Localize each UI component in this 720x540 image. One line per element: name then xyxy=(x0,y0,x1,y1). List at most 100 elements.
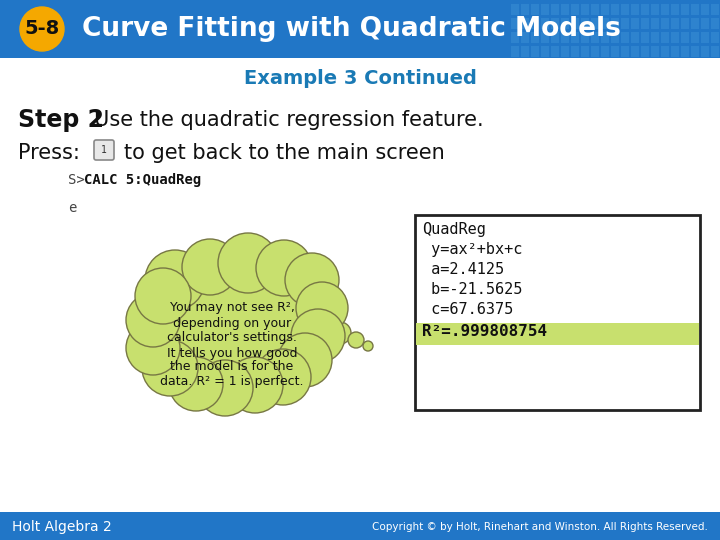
Bar xyxy=(691,18,699,29)
Circle shape xyxy=(142,340,198,396)
Bar xyxy=(611,46,619,57)
Bar xyxy=(691,46,699,57)
Bar xyxy=(631,18,639,29)
Bar xyxy=(631,46,639,57)
Circle shape xyxy=(20,7,64,51)
Circle shape xyxy=(278,333,332,387)
Circle shape xyxy=(135,268,191,324)
Text: Holt Algebra 2: Holt Algebra 2 xyxy=(12,520,112,534)
Circle shape xyxy=(363,341,373,351)
Bar xyxy=(551,32,559,43)
Bar xyxy=(531,4,539,15)
Circle shape xyxy=(291,309,345,363)
Bar xyxy=(701,18,709,29)
Text: calculator's settings.: calculator's settings. xyxy=(167,332,297,345)
Bar xyxy=(661,18,669,29)
Text: Step 2: Step 2 xyxy=(18,108,104,132)
Bar xyxy=(681,18,689,29)
Text: a=2.4125: a=2.4125 xyxy=(422,262,504,277)
Bar xyxy=(0,512,720,540)
Text: y=ax²+bx+c: y=ax²+bx+c xyxy=(422,242,523,257)
Text: You may not see R²,: You may not see R², xyxy=(170,301,294,314)
Circle shape xyxy=(182,239,238,295)
Bar xyxy=(621,46,629,57)
Text: Use the quadratic regression feature.: Use the quadratic regression feature. xyxy=(94,110,484,130)
Bar xyxy=(416,323,699,345)
Bar xyxy=(711,4,719,15)
Bar xyxy=(691,4,699,15)
Bar xyxy=(671,46,679,57)
Circle shape xyxy=(218,233,278,293)
Bar xyxy=(611,4,619,15)
Bar xyxy=(551,18,559,29)
Circle shape xyxy=(143,293,227,377)
Bar xyxy=(641,18,649,29)
Circle shape xyxy=(348,332,364,348)
Bar xyxy=(591,32,599,43)
Bar xyxy=(591,4,599,15)
Circle shape xyxy=(227,357,283,413)
Bar xyxy=(581,32,589,43)
Bar xyxy=(561,32,569,43)
Text: data. R² = 1 is perfect.: data. R² = 1 is perfect. xyxy=(161,375,304,388)
Bar xyxy=(581,18,589,29)
Bar xyxy=(415,215,700,410)
Bar xyxy=(591,18,599,29)
Bar xyxy=(661,32,669,43)
Bar xyxy=(601,46,609,57)
Bar xyxy=(661,46,669,57)
Bar xyxy=(581,4,589,15)
Bar xyxy=(711,32,719,43)
Bar xyxy=(551,4,559,15)
Bar xyxy=(541,18,549,29)
Circle shape xyxy=(329,322,351,344)
Circle shape xyxy=(169,357,223,411)
Text: 5-8: 5-8 xyxy=(24,19,60,38)
Bar xyxy=(681,32,689,43)
Bar xyxy=(0,0,720,58)
Bar xyxy=(671,18,679,29)
Circle shape xyxy=(126,293,180,347)
Text: QuadReg: QuadReg xyxy=(422,222,486,237)
Bar xyxy=(641,46,649,57)
Bar xyxy=(541,4,549,15)
Bar xyxy=(631,32,639,43)
Circle shape xyxy=(285,253,339,307)
Circle shape xyxy=(198,258,298,358)
Bar xyxy=(541,32,549,43)
Bar xyxy=(631,4,639,15)
Bar xyxy=(521,46,529,57)
Bar xyxy=(611,18,619,29)
Circle shape xyxy=(255,349,311,405)
Bar xyxy=(601,32,609,43)
Bar xyxy=(651,4,659,15)
Bar xyxy=(701,32,709,43)
Bar xyxy=(661,4,669,15)
Circle shape xyxy=(195,290,295,390)
Text: depending on your: depending on your xyxy=(173,316,291,329)
Circle shape xyxy=(165,295,265,395)
Text: the model is for the: the model is for the xyxy=(171,361,294,374)
Bar xyxy=(621,32,629,43)
Bar xyxy=(521,18,529,29)
Bar xyxy=(621,4,629,15)
FancyBboxPatch shape xyxy=(94,140,114,160)
Bar xyxy=(531,18,539,29)
Bar xyxy=(511,18,519,29)
Bar xyxy=(701,46,709,57)
Bar xyxy=(691,32,699,43)
Bar xyxy=(591,46,599,57)
Text: 1: 1 xyxy=(101,145,107,155)
Bar xyxy=(561,18,569,29)
Bar xyxy=(621,18,629,29)
Bar xyxy=(571,32,579,43)
Text: Copyright © by Holt, Rinehart and Winston. All Rights Reserved.: Copyright © by Holt, Rinehart and Winsto… xyxy=(372,522,708,532)
Bar xyxy=(511,46,519,57)
Bar xyxy=(711,46,719,57)
Circle shape xyxy=(195,320,275,400)
Bar xyxy=(711,18,719,29)
Bar xyxy=(571,46,579,57)
Bar xyxy=(521,4,529,15)
Bar xyxy=(641,4,649,15)
Bar xyxy=(581,46,589,57)
